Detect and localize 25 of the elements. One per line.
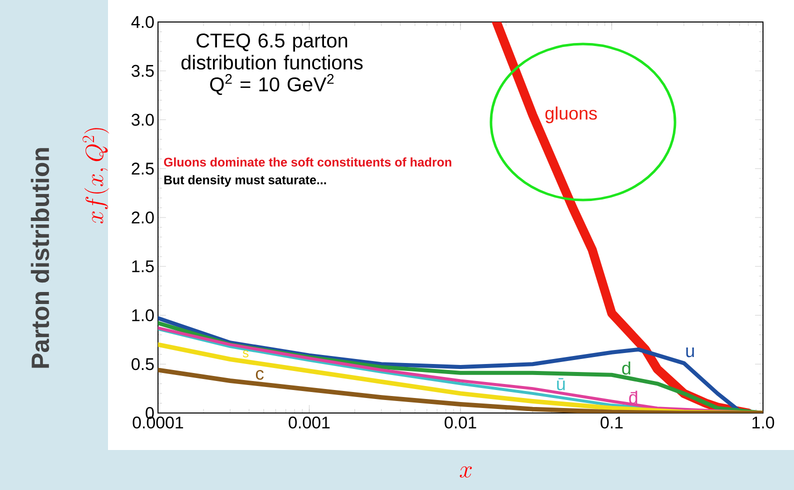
series-label: u <box>686 348 694 358</box>
series-label: gluons <box>545 106 597 124</box>
y-tick-label: 2.5 <box>132 162 154 175</box>
y-tick-label: 1.5 <box>132 260 154 272</box>
x-tick-label: 0.001 <box>288 416 330 429</box>
annotation: But density must saturate... <box>164 175 326 187</box>
series-label: c <box>256 370 264 380</box>
x-tick-label: 0.01 <box>444 416 476 429</box>
y-tick-label: 0.5 <box>132 358 154 370</box>
x-axis-title: $x$ <box>460 466 472 478</box>
series-label: s <box>242 350 248 358</box>
y-tick-label: 4.0 <box>131 16 154 28</box>
annotation: Gluons dominate the soft constituents of hadron <box>164 157 452 167</box>
x-tick-label: 0.0001 <box>132 416 184 429</box>
series-label: ū <box>557 378 565 390</box>
text: CTEQ 6.5 parton distribution functions Q$^{2}$ = 10 GeV$^{2}$ <box>181 34 363 96</box>
y-tick-label: 2.0 <box>132 212 154 224</box>
y-axis-title: Parton distribution <box>30 148 50 368</box>
y-tick-label: 3.0 <box>132 114 154 126</box>
text: $xf(x,Q^2)$ <box>82 128 110 224</box>
x-tick-label: 1.0 <box>752 416 774 429</box>
y-tick-label: 1.0 <box>132 309 154 322</box>
x-tick-label: 0.1 <box>600 416 623 429</box>
series-label: d <box>622 361 630 375</box>
y-tick-label: 3.5 <box>132 64 154 77</box>
